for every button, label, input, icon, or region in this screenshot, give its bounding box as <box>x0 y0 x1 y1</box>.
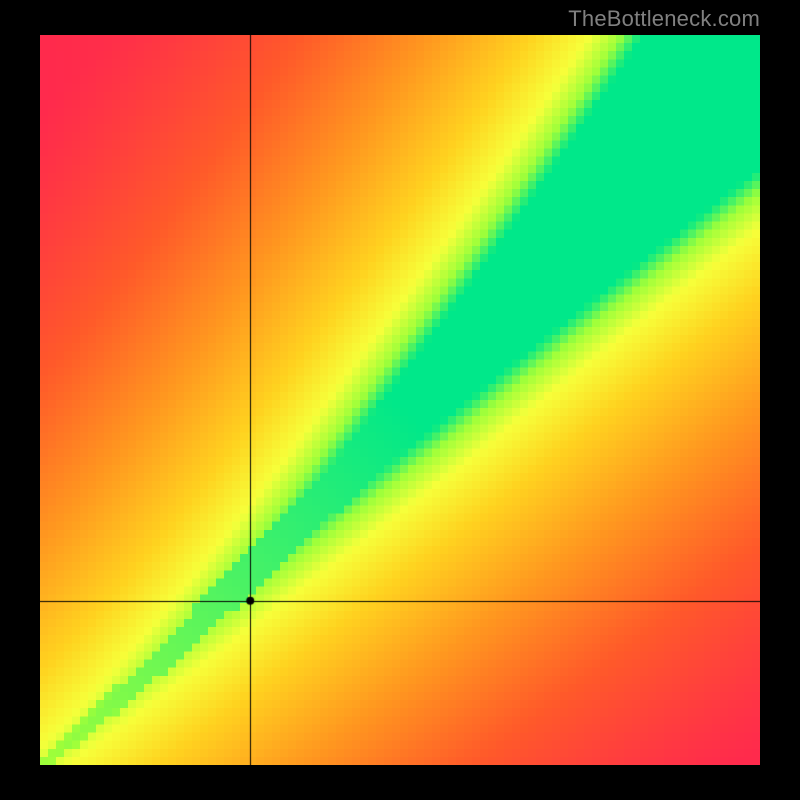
watermark-text: TheBottleneck.com <box>568 6 760 32</box>
crosshair-overlay <box>40 35 760 765</box>
chart-container: { "watermark": { "text": "TheBottleneck.… <box>0 0 800 800</box>
